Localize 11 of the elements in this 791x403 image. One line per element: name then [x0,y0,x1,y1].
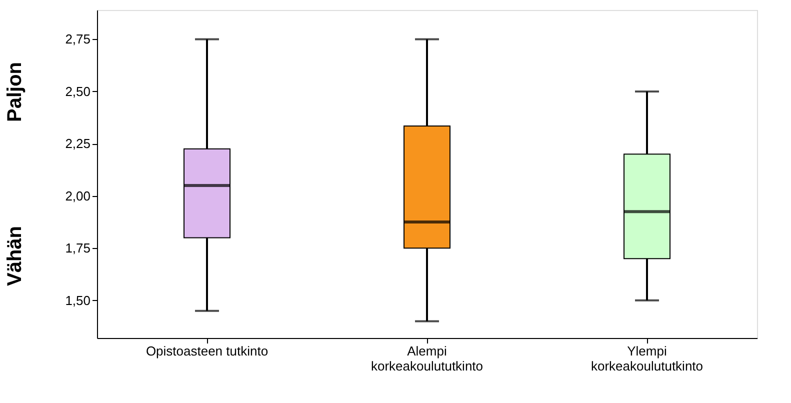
y-tick-label: 1,75 [65,240,90,256]
x-tick-label: Alempi korkeakoulututkinto [370,344,484,374]
text: Paljon [4,62,26,122]
y-tick-label: 2,25 [65,136,90,152]
y-tick-label: 1,50 [65,292,90,308]
text: Vähän [4,226,26,286]
x-tick-label: Opistoasteen tutkinto [146,344,268,358]
y-tick-label: 2,75 [65,32,90,47]
y-tick-label: 2,50 [65,84,90,99]
x-tick-label: Ylempi korkeakoulututkinto [590,344,704,374]
y-tick-label: 2,00 [65,188,90,204]
